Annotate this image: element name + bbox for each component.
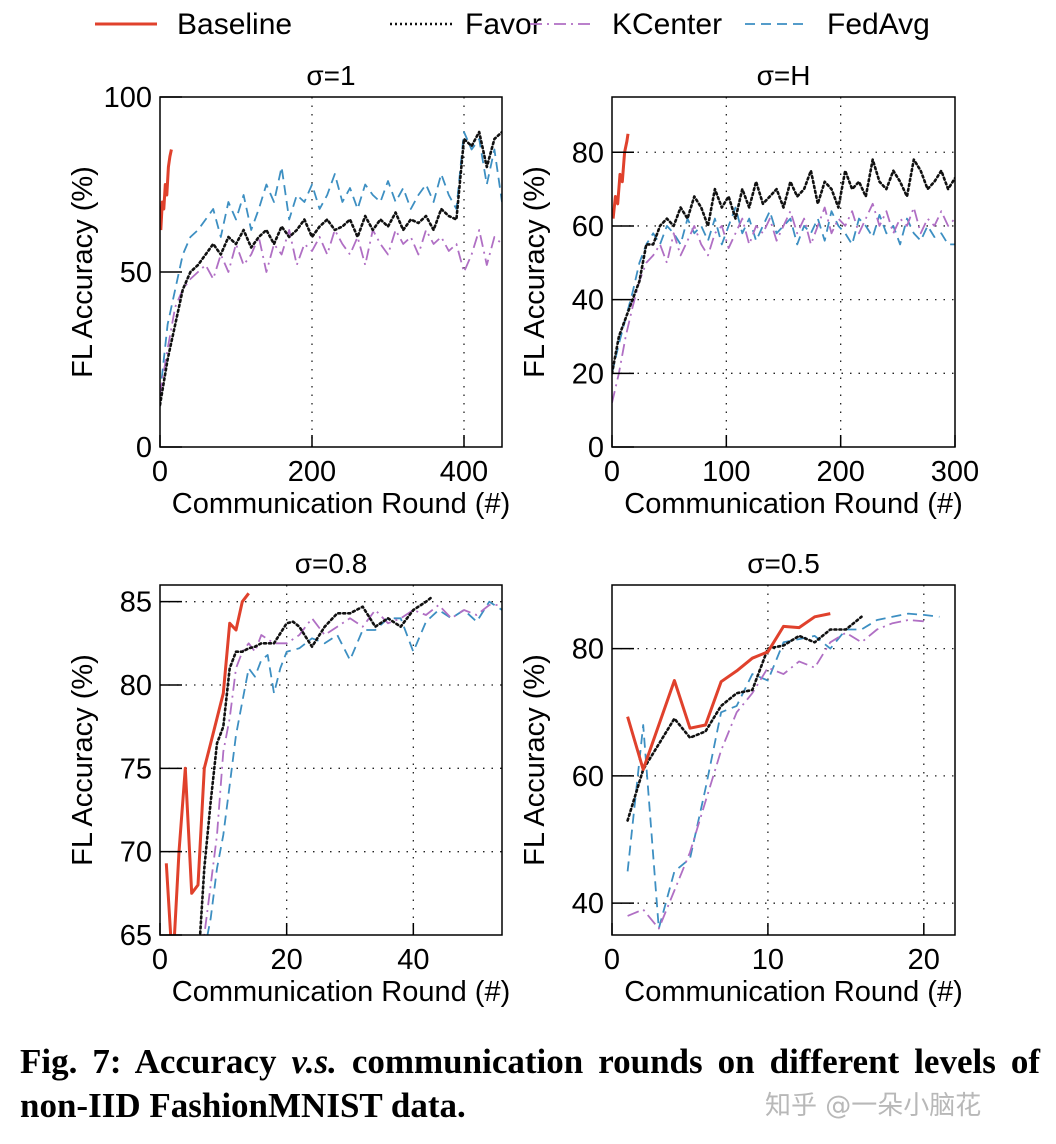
caption-prefix: Fig. 7: Accuracy [20,1042,292,1081]
subplot-title: σ=H [757,60,811,91]
y-tick-label: 60 [572,211,604,243]
caption-italic: v.s. [291,1042,337,1081]
series-group [612,133,955,404]
series-line-kcenter [612,202,955,404]
x-tick-label: 0 [604,456,620,488]
legend-item-baseline: Baseline [95,8,292,41]
y-tick-label: 50 [120,257,152,289]
y-axis-label: FL Accuracy (%) [519,654,551,866]
y-tick-label: 80 [572,137,604,169]
series-line-kcenter [203,604,502,935]
legend-label: KCenter [612,8,722,41]
x-tick-label: 40 [397,944,429,976]
x-axis-label: Communication Round (#) [172,976,510,1008]
series-line-favor [198,595,434,935]
x-tick-label: 200 [288,456,336,488]
legend-item-kcenter: KCenter [530,8,722,41]
subplot-title: σ=0.8 [295,548,368,579]
subplot-4: 0 10 20 40 60 80 σ=0.5 Communication Round (#) F… [519,548,963,1008]
x-axis-label: Communication Round (#) [172,488,510,520]
x-tick-label: 20 [271,944,303,976]
y-axis-label: FL Accuracy (%) [519,166,551,378]
subplot-title: σ=0.5 [747,548,820,579]
series-line-favor [612,158,955,375]
series-line-favor [160,130,502,407]
series-line-baseline [164,592,250,935]
x-tick-label: 0 [152,456,168,488]
plot-frame [611,96,956,448]
series-line-fedavg [206,600,502,935]
x-tick-label: 400 [440,456,488,488]
plot-frame [611,584,956,936]
legend-label: Favor [465,8,542,41]
x-axis-label: Communication Round (#) [624,976,962,1008]
x-tick-label: 200 [816,456,864,488]
y-tick-label: 0 [588,432,604,464]
series-line-fedavg [626,612,940,930]
legend-item-fedavg: FedAvg [745,8,930,41]
y-tick-label: 60 [572,761,604,793]
subplot-2: 0 100 200 300 0 20 40 60 80 σ=H Communication Roun… [519,60,979,520]
y-tick-label: 40 [572,888,604,920]
y-tick-label: 100 [104,82,152,114]
series-group [626,612,940,930]
series-group [164,592,502,935]
y-tick-label: 0 [136,432,152,464]
y-tick-label: 80 [572,634,604,666]
x-axis-label: Communication Round (#) [624,488,962,520]
figure-caption: Fig. 7: Accuracy v.s. communication roun… [20,1040,1040,1128]
series-line-fedavg [160,131,502,395]
legend-label: Baseline [177,8,292,41]
caption-suffix: communication rounds on different levels… [20,1042,1040,1125]
series-line-kcenter [160,229,502,395]
watermark: 知乎 @一朵小脑花 [765,1091,982,1121]
y-tick-label: 80 [120,670,152,702]
y-tick-label: 65 [120,920,152,952]
y-tick-label: 85 [120,587,152,619]
series-group [160,130,502,407]
series-line-fedavg [612,206,955,374]
subplot-3: 0 20 40 65 70 75 80 85 σ=0.8 Communication Round … [67,548,510,1008]
series-line-baseline [160,149,173,231]
y-axis-label: FL Accuracy (%) [67,654,99,866]
y-axis-label: FL Accuracy (%) [67,166,99,378]
x-tick-label: 100 [702,456,750,488]
legend: Baseline Favor KCenter FedAvg [95,8,930,41]
legend-label: FedAvg [827,8,930,41]
x-tick-label: 10 [752,944,784,976]
series-line-kcenter [627,619,924,930]
plot-frame [159,96,503,448]
x-tick-label: 20 [908,944,940,976]
y-tick-label: 20 [572,358,604,390]
x-tick-label: 300 [931,456,979,488]
series-line-baseline [612,133,630,219]
subplot-1: 0 200 400 0 50 100 σ=1 Communication Round (#) F… [67,60,510,520]
series-line-favor [626,615,863,822]
plot-frame [159,584,503,936]
x-tick-label: 0 [152,944,168,976]
y-tick-label: 40 [572,285,604,317]
y-tick-label: 75 [120,753,152,785]
x-tick-label: 0 [604,944,620,976]
legend-item-favor: Favor [390,8,542,41]
subplot-title: σ=1 [306,60,355,91]
y-tick-label: 70 [120,837,152,869]
series-line-baseline [626,612,831,771]
